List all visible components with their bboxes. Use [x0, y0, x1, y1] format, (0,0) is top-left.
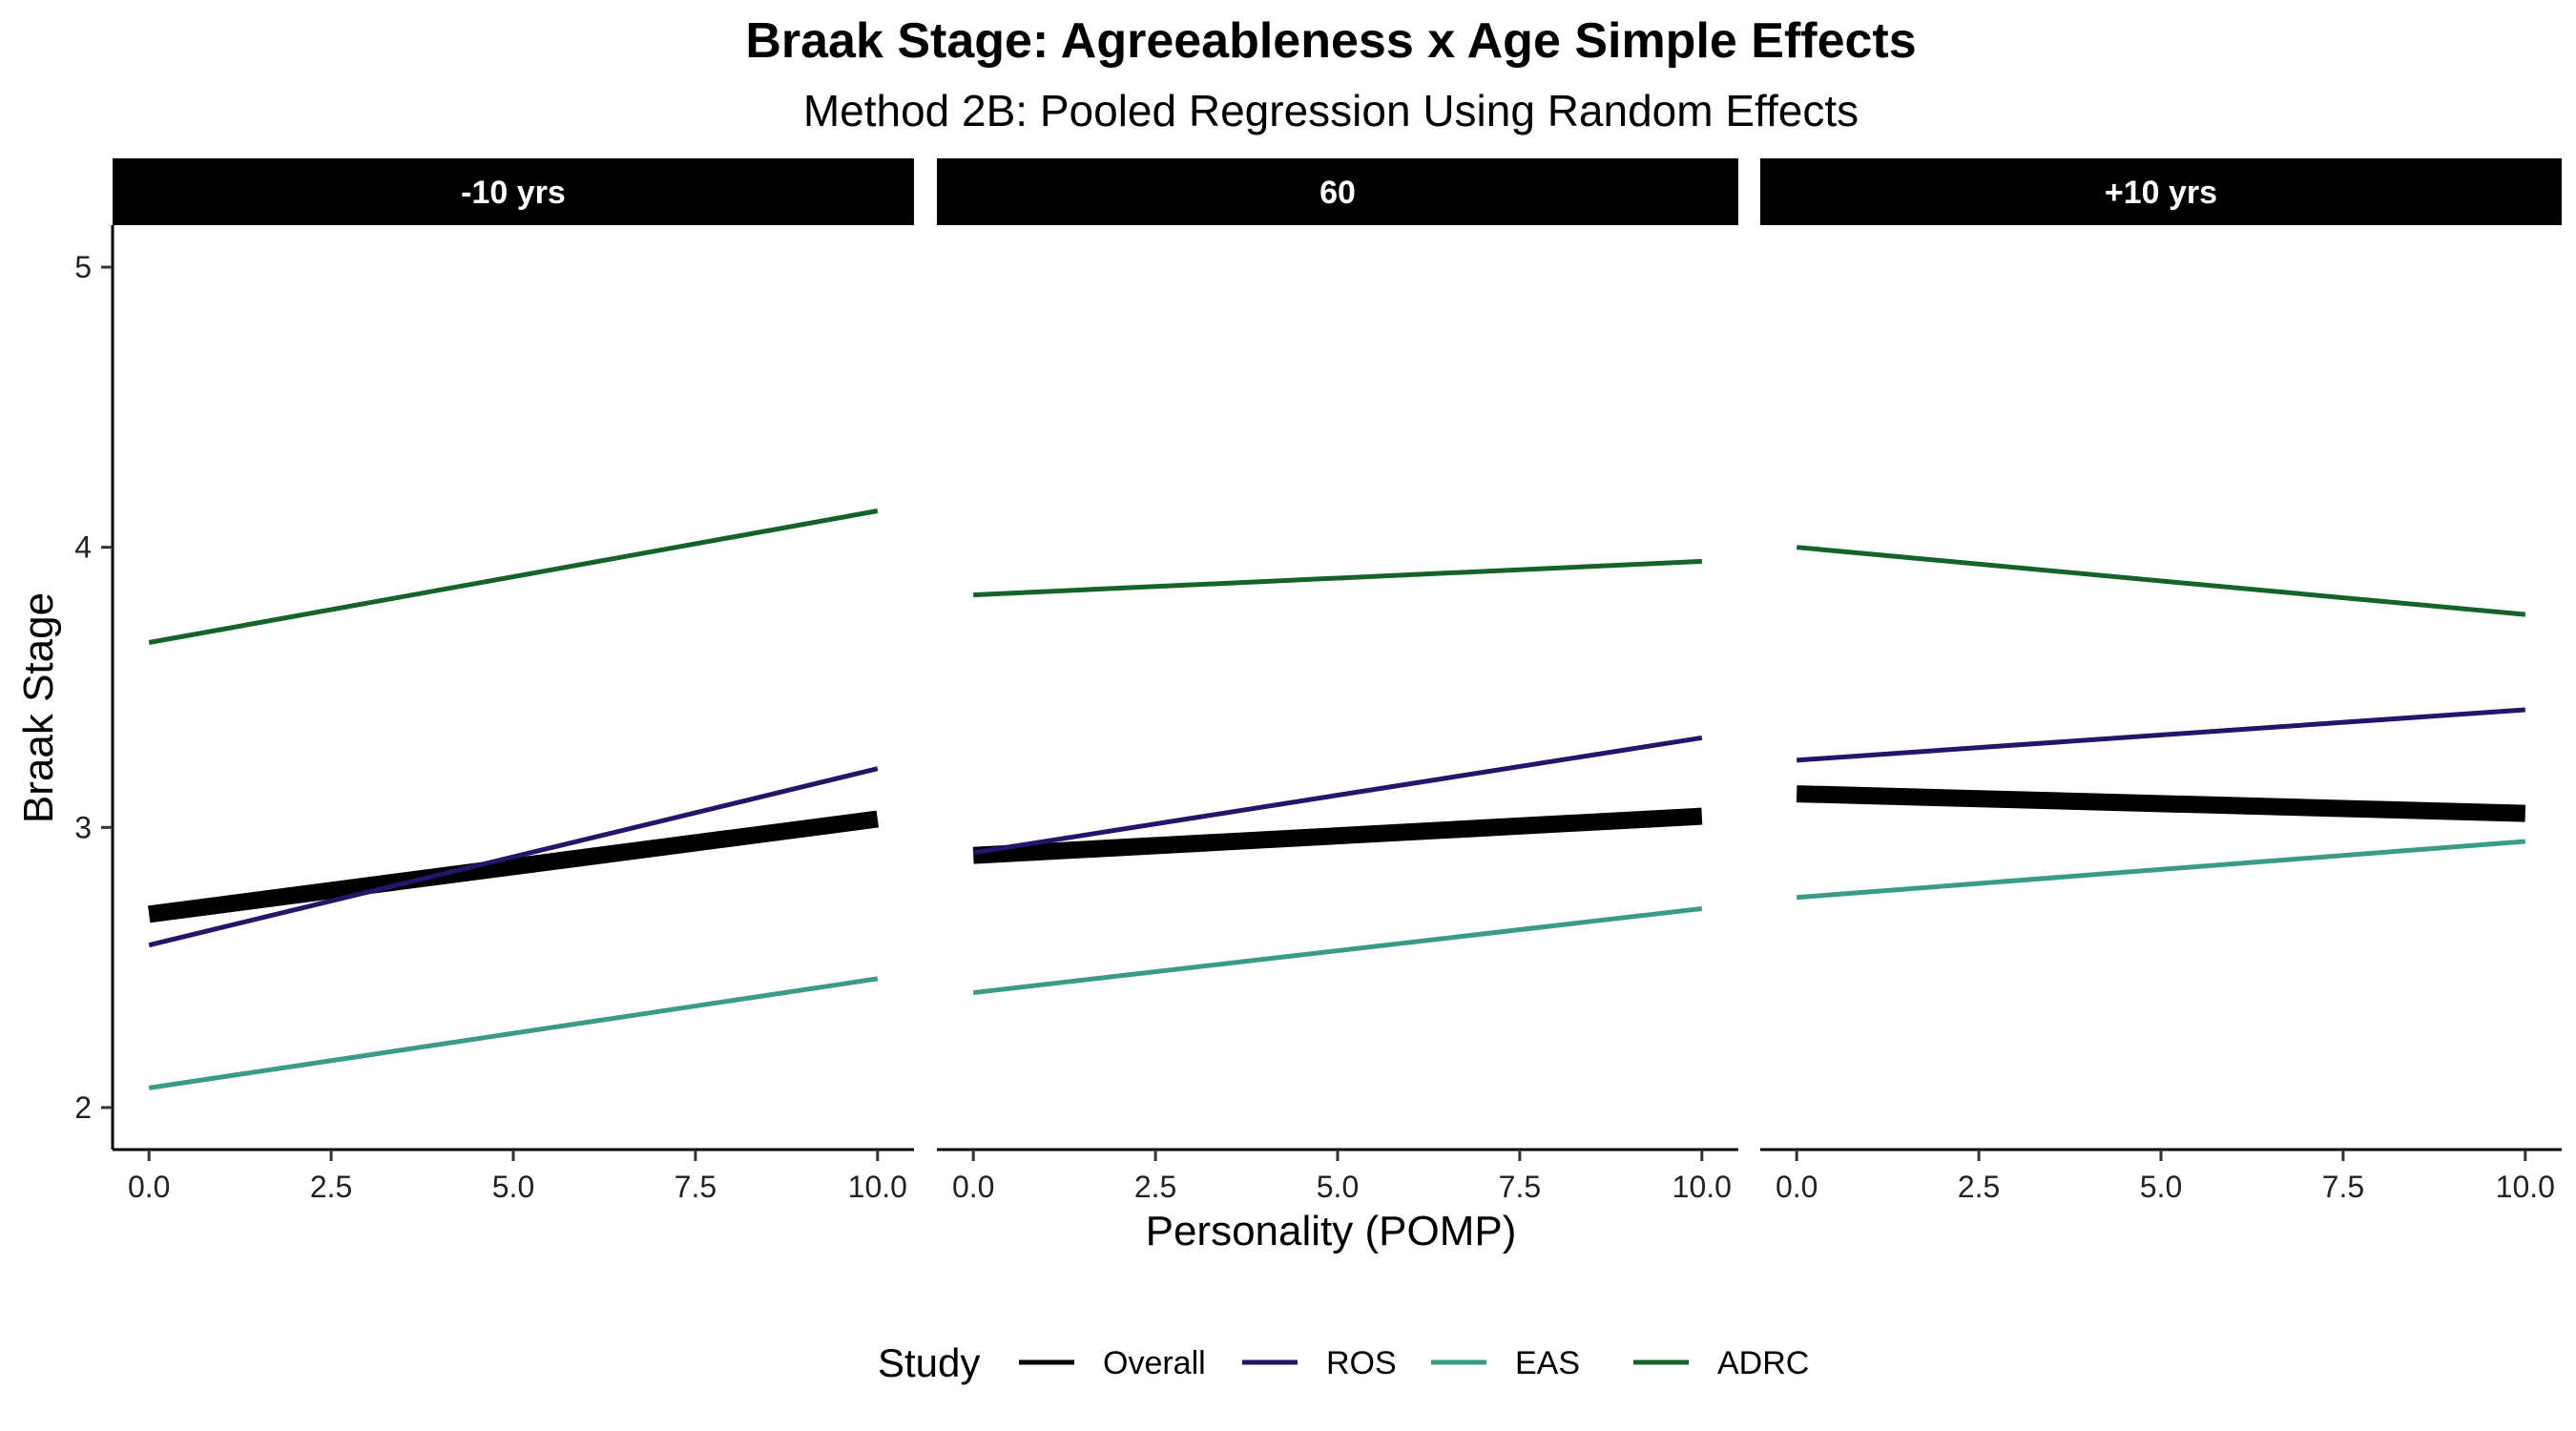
x-axis-title: Personality (POMP) — [1146, 1208, 1517, 1255]
x-tick-label: 10.0 — [848, 1170, 907, 1204]
y-tick-label: 2 — [74, 1090, 92, 1125]
facet-panel: -10 yrs 0.0 2.5 5.0 7.5 10.0 2 3 4 5 — [74, 158, 914, 1204]
series-line-eas — [148, 976, 879, 1090]
legend-label: ROS — [1326, 1345, 1397, 1381]
y-axis-title: Braak Stage — [15, 592, 62, 823]
chart-title: Braak Stage: Agreeableness x Age Simple … — [745, 13, 1916, 69]
series-line-adrc — [1796, 545, 2526, 617]
facet-strip-label: 60 — [1319, 175, 1356, 211]
x-tick-label: 0.0 — [952, 1170, 994, 1204]
facet-strip-label: -10 yrs — [461, 175, 566, 211]
series-line-adrc — [148, 508, 879, 645]
chart-subtitle: Method 2B: Pooled Regression Using Rando… — [803, 86, 1859, 135]
series-line-overall — [1796, 785, 2526, 822]
x-tick-label: 5.0 — [2140, 1170, 2182, 1204]
y-tick-label: 3 — [74, 810, 92, 844]
facet-panel: +10 yrs 0.0 2.5 5.0 7.5 10.0 — [1760, 158, 2562, 1204]
legend-label: Overall — [1103, 1345, 1206, 1381]
x-tick-label: 2.5 — [1134, 1170, 1176, 1204]
x-tick-label: 5.0 — [492, 1170, 534, 1204]
series-line-ros — [1797, 707, 2525, 763]
series-line-eas — [1796, 839, 2526, 901]
series-line-ros — [972, 735, 1703, 856]
x-tick-label: 2.5 — [310, 1170, 352, 1204]
x-tick-label: 2.5 — [1958, 1170, 2000, 1204]
x-tick-label: 10.0 — [2496, 1170, 2555, 1204]
legend-label: ADRC — [1717, 1345, 1809, 1381]
facet-strip — [1760, 158, 2562, 225]
legend-title: Study — [878, 1340, 980, 1385]
x-tick-label: 5.0 — [1317, 1170, 1359, 1204]
series-line-adrc — [973, 558, 1702, 598]
series-line-ros — [148, 766, 879, 948]
panels-group: -10 yrs 0.0 2.5 5.0 7.5 10.0 2 3 4 5 60 0.0 2.5 5.0 7.… — [74, 158, 2562, 1204]
facet-panel: 60 0.0 2.5 5.0 7.5 10.0 — [937, 158, 1738, 1204]
x-tick-label: 7.5 — [675, 1170, 717, 1204]
x-tick-label: 10.0 — [1672, 1170, 1732, 1204]
series-line-overall — [148, 810, 879, 923]
legend: Study Overall ROS EAS ADRC — [878, 1340, 1809, 1385]
y-tick-label: 5 — [74, 250, 92, 284]
x-tick-label: 7.5 — [1499, 1170, 1541, 1204]
y-tick-label: 4 — [74, 530, 92, 565]
x-tick-label: 0.0 — [1776, 1170, 1818, 1204]
facet-strip-label: +10 yrs — [2105, 175, 2217, 211]
facet-strip — [937, 158, 1738, 225]
facet-strip — [113, 158, 914, 225]
series-line-overall — [972, 807, 1703, 864]
x-tick-label: 0.0 — [128, 1170, 170, 1204]
x-tick-label: 7.5 — [2322, 1170, 2364, 1204]
series-line-eas — [972, 905, 1703, 996]
legend-label: EAS — [1515, 1345, 1580, 1381]
